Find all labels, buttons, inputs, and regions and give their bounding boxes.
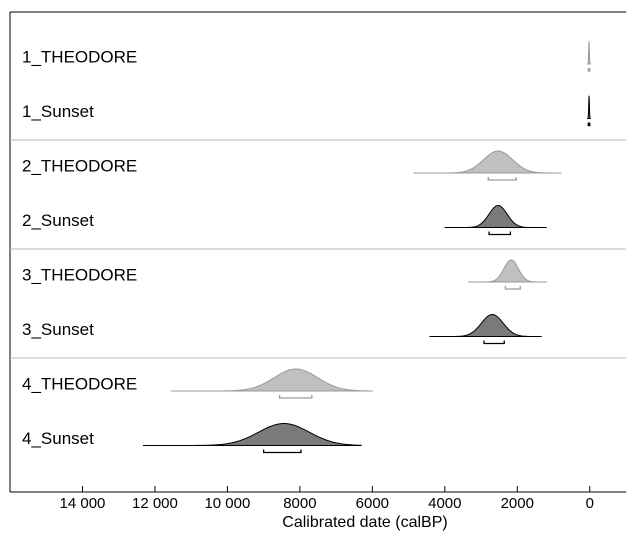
x-tick-label: 6000	[356, 495, 389, 512]
hpd-bracket	[504, 286, 521, 290]
x-tick-label: 12 000	[132, 495, 178, 512]
distribution	[444, 204, 547, 228]
hpd-bracket	[278, 395, 313, 399]
row-label: 4_Sunset	[22, 429, 94, 448]
distribution	[429, 313, 542, 337]
distribution	[587, 40, 592, 65]
x-tick-label: 14 000	[60, 495, 106, 512]
x-tick-label: 2000	[501, 495, 534, 512]
x-axis-title: Calibrated date (calBP)	[282, 514, 447, 531]
row-label: 1_Sunset	[22, 102, 94, 121]
distribution	[587, 95, 592, 119]
distribution	[170, 368, 373, 392]
row-label: 2_THEODORE	[22, 156, 137, 175]
row-label: 3_Sunset	[22, 320, 94, 339]
x-tick-label: 0	[586, 495, 594, 512]
row-label: 1_THEODORE	[22, 47, 137, 66]
distribution	[468, 259, 547, 283]
hpd-bracket	[587, 122, 591, 127]
distribution	[142, 423, 362, 446]
row-label: 3_THEODORE	[22, 265, 137, 284]
distribution	[413, 150, 562, 174]
hpd-bracket	[483, 340, 505, 345]
hpd-bracket	[587, 68, 591, 72]
row-label: 4_THEODORE	[22, 374, 137, 393]
hpd-bracket	[487, 177, 517, 181]
row-label: 2_Sunset	[22, 211, 94, 230]
hpd-bracket	[488, 231, 512, 236]
hpd-bracket	[262, 449, 302, 454]
x-tick-label: 10 000	[204, 495, 250, 512]
x-tick-label: 8000	[283, 495, 316, 512]
x-tick-label: 4000	[428, 495, 461, 512]
